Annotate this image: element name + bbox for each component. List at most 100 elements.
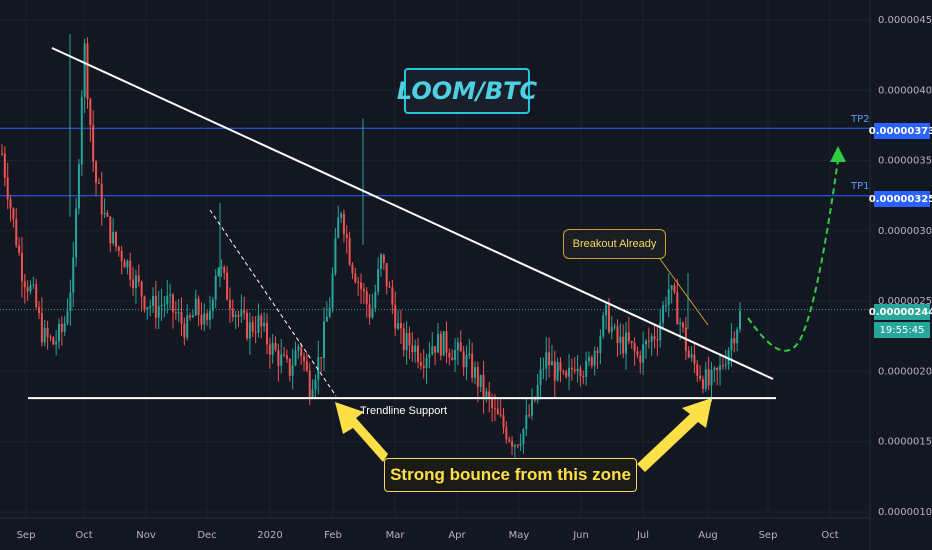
candle-body (331, 273, 334, 308)
candle-body (288, 358, 291, 376)
candle-body (12, 208, 15, 220)
candle-body (442, 331, 445, 356)
candle-body (63, 323, 66, 332)
candle-body (525, 414, 528, 430)
candle-body (647, 340, 650, 342)
candle-body (616, 326, 619, 344)
candle-body (112, 232, 115, 244)
tp2-price-tag: 0.00000373 (869, 123, 932, 139)
candle-body (553, 361, 556, 381)
candle-body (345, 234, 348, 238)
candle-body (180, 312, 183, 324)
candle-body (368, 304, 371, 318)
candle-body (120, 250, 123, 262)
candle-body (662, 305, 665, 323)
candle-body (268, 344, 271, 355)
candle-body (476, 367, 479, 387)
candle-body (522, 429, 525, 444)
candle-body (117, 246, 120, 251)
candle-body (23, 281, 26, 288)
candle-body (160, 305, 163, 307)
candle-body (679, 322, 682, 325)
candle-body (191, 315, 194, 318)
candle-body (35, 284, 38, 308)
candle-body (100, 183, 103, 215)
candle-body (106, 212, 109, 217)
candle-body (6, 177, 9, 200)
candle-body (405, 333, 408, 351)
projection-arrow (747, 159, 839, 352)
candle-body (183, 323, 186, 338)
candle-body (89, 98, 92, 126)
candle-body (630, 341, 633, 344)
candle-body (399, 323, 402, 329)
candle-body (305, 361, 308, 371)
candle-body (573, 369, 576, 372)
candle-body (474, 367, 477, 378)
candle-body (701, 379, 704, 389)
candle-body (75, 208, 78, 258)
candle-body (642, 344, 645, 363)
candle-body (607, 305, 610, 333)
candle-body (300, 346, 303, 357)
candle-body (448, 352, 451, 358)
candle-body (730, 338, 733, 351)
candle-body (539, 369, 542, 386)
x-tick-label: Nov (136, 530, 156, 541)
x-tick-label: Aug (698, 530, 718, 541)
candle-body (454, 350, 457, 361)
candle-body (129, 260, 132, 280)
candle-body (736, 329, 739, 344)
x-tick-label: Sep (17, 530, 36, 541)
candle-body (274, 342, 277, 351)
candle-body (419, 361, 422, 366)
candle-body (511, 440, 514, 447)
x-tick-label: Feb (324, 530, 342, 541)
downtrend-line (51, 47, 774, 380)
x-tick-label: Jun (572, 530, 589, 541)
candle-body (425, 357, 428, 368)
candle-body (585, 361, 588, 377)
candle-body (636, 351, 639, 356)
candle-body (328, 307, 331, 317)
candle-body (211, 299, 214, 311)
candle-body (240, 310, 243, 317)
x-tick-label: Jul (636, 530, 649, 541)
candle-body (639, 355, 642, 363)
candle-body (325, 316, 328, 322)
candle-body (582, 376, 585, 378)
candle-body (231, 308, 234, 317)
candle-body (519, 443, 522, 446)
candle-body (362, 288, 365, 292)
candle-body (394, 304, 397, 329)
x-tick-label: May (509, 530, 530, 541)
candle-body (348, 237, 351, 265)
candle-body (334, 238, 337, 274)
candle-body (237, 314, 240, 317)
candle-body (203, 313, 206, 325)
candle-body (291, 365, 294, 376)
candle-body (385, 263, 388, 287)
trendline-support-label: Trendline Support (360, 405, 448, 417)
candle-body (505, 427, 508, 440)
candle-body (18, 245, 21, 253)
candle-body (263, 322, 266, 327)
candle-body (29, 285, 32, 292)
candle-body (177, 312, 180, 314)
candle-body (322, 321, 325, 359)
candle-body (388, 286, 391, 288)
candle-body (163, 304, 166, 306)
candle-body (411, 345, 414, 353)
candle-body (499, 414, 502, 416)
candle-body (26, 287, 29, 292)
candle-body (357, 282, 360, 284)
candle-body (488, 391, 491, 399)
y-tick-label: 0.00000100 (878, 507, 932, 518)
x-tick-label: Mar (386, 530, 406, 541)
candle-body (166, 295, 169, 305)
candle-body (303, 356, 306, 362)
candle-body (320, 357, 323, 359)
x-tick-label: 2020 (257, 530, 282, 541)
